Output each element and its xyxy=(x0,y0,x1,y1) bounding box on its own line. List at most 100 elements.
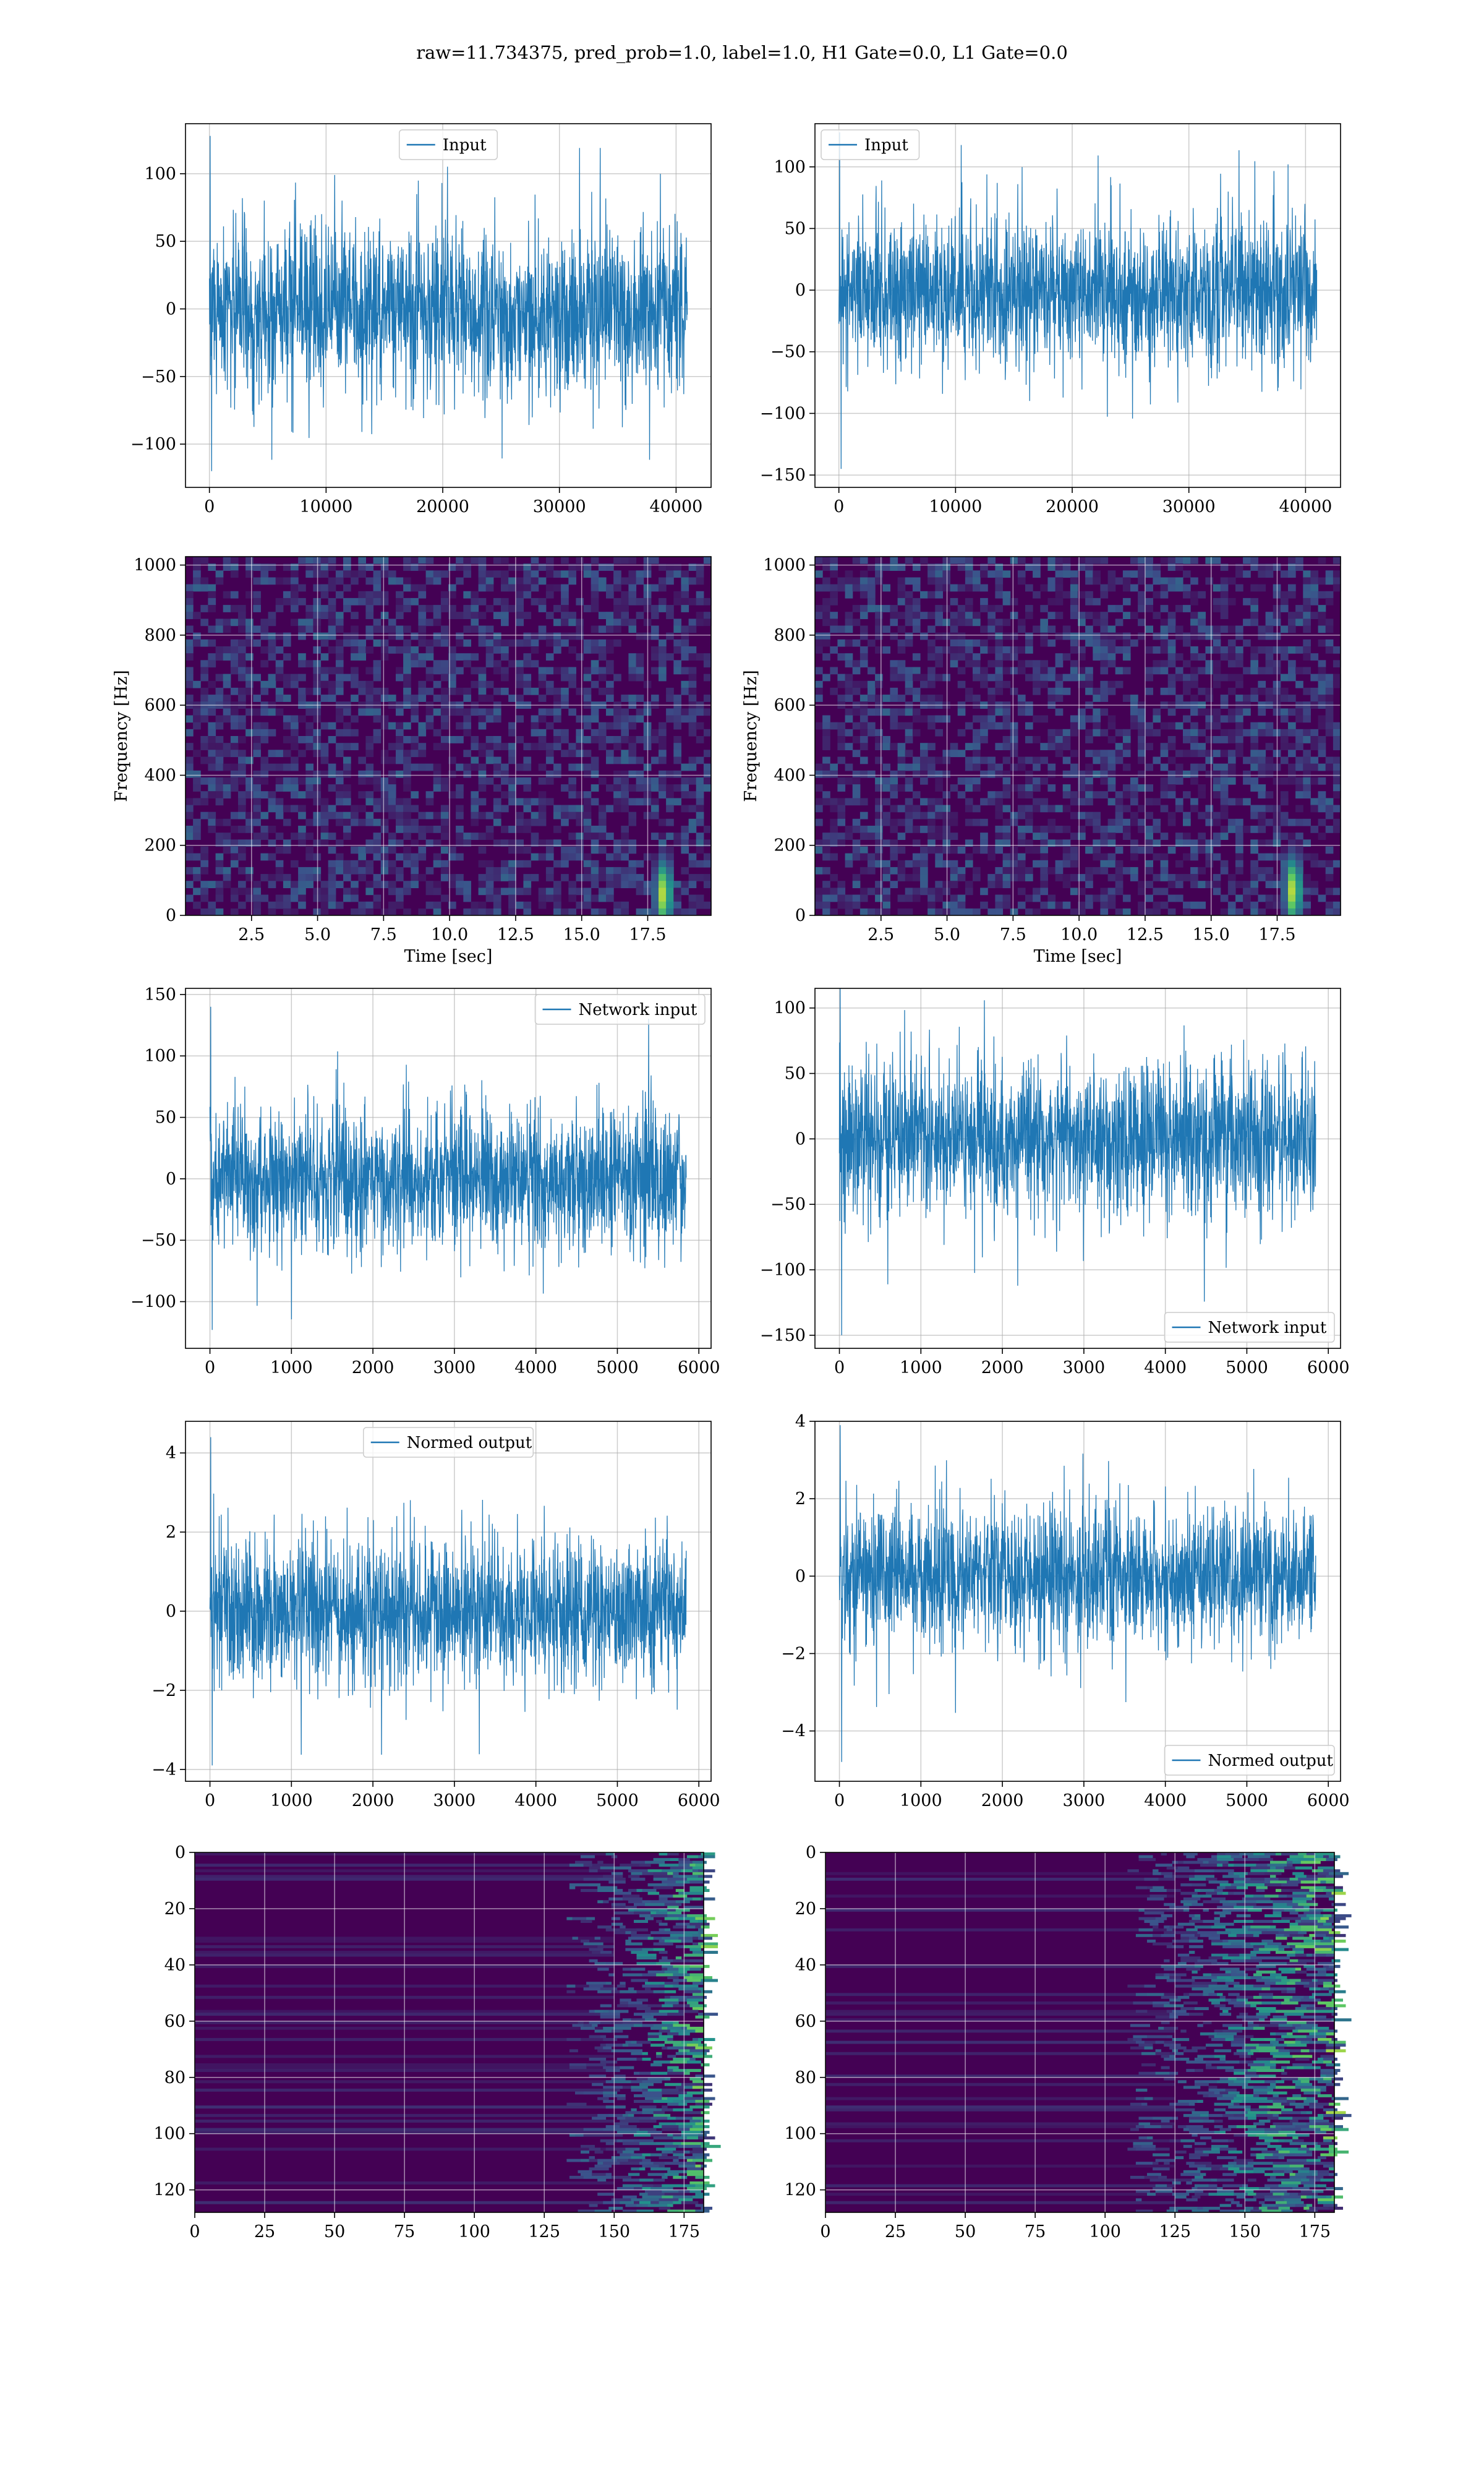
y-tick-label: 1000 xyxy=(134,556,176,575)
heatmap-cell xyxy=(1145,798,1153,806)
heatmap-cell xyxy=(1115,577,1124,585)
heatmap-cell xyxy=(1138,722,1146,730)
heatmap-cell xyxy=(815,557,823,564)
heatmap-cell xyxy=(620,2077,626,2081)
heatmap-cell xyxy=(965,563,973,571)
heatmap-cell xyxy=(1235,715,1243,723)
heatmap-cell xyxy=(837,901,846,909)
heatmap-cell xyxy=(1190,874,1198,881)
heatmap-cell xyxy=(1025,639,1033,647)
heatmap-cell xyxy=(837,674,846,682)
y-tick-label: 100 xyxy=(144,165,176,184)
heatmap-cell xyxy=(433,639,441,647)
heatmap-cell xyxy=(620,2001,629,2005)
heatmap-cell xyxy=(1160,667,1169,675)
heatmap-cell xyxy=(703,612,712,619)
heatmap-cell xyxy=(373,584,382,592)
heatmap-cell xyxy=(1258,908,1266,916)
heatmap-cell xyxy=(576,805,584,813)
heatmap-cell xyxy=(980,680,988,688)
heatmap-cell xyxy=(1325,708,1334,716)
heatmap-cell xyxy=(1130,584,1138,592)
heatmap-cell xyxy=(305,570,313,578)
heatmap-cell xyxy=(215,695,224,702)
heatmap-cell xyxy=(621,750,629,758)
heatmap-cell xyxy=(1325,867,1334,875)
heatmap-cell xyxy=(875,798,883,806)
heatmap-cell xyxy=(830,805,838,813)
heatmap-cell xyxy=(859,826,868,833)
heatmap-cell xyxy=(328,894,336,902)
heatmap-cell xyxy=(597,2178,607,2182)
heatmap-cell xyxy=(882,763,890,771)
heatmap-cell xyxy=(681,577,689,585)
heatmap-cell xyxy=(1085,625,1093,633)
heatmap-cell xyxy=(1093,557,1101,564)
heatmap-cell xyxy=(689,2004,707,2008)
heatmap-cell xyxy=(688,653,697,661)
heatmap-cell xyxy=(1033,667,1041,675)
heatmap-cell xyxy=(545,874,554,881)
heatmap-cell xyxy=(681,846,689,854)
heatmap-cell xyxy=(448,680,456,688)
heatmap-cell xyxy=(1175,653,1183,661)
heatmap-cell xyxy=(1078,722,1086,730)
heatmap-cell xyxy=(890,826,898,833)
heatmap-cell xyxy=(403,750,411,758)
heatmap-cell xyxy=(653,1872,668,1875)
heatmap-cell xyxy=(859,584,868,592)
heatmap-cell xyxy=(365,597,374,606)
heatmap-cell xyxy=(815,818,823,826)
heatmap-cell xyxy=(230,750,239,758)
heatmap-cell xyxy=(815,584,823,592)
heatmap-cell xyxy=(478,743,487,750)
heatmap-cell xyxy=(845,591,853,599)
heatmap-cell xyxy=(313,584,322,592)
heatmap-cell xyxy=(1122,818,1131,826)
heatmap-cell xyxy=(606,591,614,599)
heatmap-cell xyxy=(583,667,592,675)
heatmap-cell xyxy=(1093,853,1101,861)
heatmap-cell xyxy=(373,597,382,606)
heatmap-cell xyxy=(380,853,389,861)
heatmap-cell xyxy=(1333,577,1341,585)
heatmap-cell xyxy=(692,1933,701,1937)
heatmap-cell xyxy=(1040,826,1048,833)
heatmap-cell xyxy=(418,584,427,592)
heatmap-cell xyxy=(440,591,449,599)
heatmap-cell xyxy=(485,653,494,661)
heatmap-cell xyxy=(603,1875,623,1878)
heatmap-cell xyxy=(980,888,988,896)
heatmap-cell xyxy=(650,695,659,702)
heatmap-cell xyxy=(973,612,981,619)
heatmap-cell xyxy=(603,2038,618,2041)
heatmap-cell xyxy=(1258,818,1266,826)
heatmap-cell xyxy=(598,826,607,833)
heatmap-cell xyxy=(320,632,329,640)
heatmap-cell xyxy=(1107,605,1116,612)
heatmap-cell xyxy=(1235,695,1243,702)
y-tick-label: −2 xyxy=(151,1681,176,1700)
heatmap-cell xyxy=(583,570,592,578)
heatmap-cell xyxy=(1310,736,1319,743)
heatmap-cell xyxy=(1153,570,1161,578)
heatmap-cell xyxy=(701,2063,710,2066)
heatmap-cell xyxy=(186,591,194,599)
heatmap-cell xyxy=(591,894,599,902)
heatmap-cell xyxy=(268,612,276,619)
heatmap-cell xyxy=(673,894,681,902)
heatmap-cell xyxy=(927,695,936,702)
heatmap-cell xyxy=(1265,667,1274,675)
heatmap-cell xyxy=(291,597,299,606)
heatmap-cell xyxy=(1175,833,1183,840)
heatmap-cell xyxy=(365,881,374,888)
heatmap-cell xyxy=(912,756,921,764)
heatmap-cell xyxy=(335,901,344,909)
heatmap-cell xyxy=(581,2144,595,2148)
heatmap-cell xyxy=(186,743,194,750)
heatmap-cell xyxy=(238,763,246,771)
heatmap-cell xyxy=(1093,708,1101,716)
heatmap-cell xyxy=(358,908,366,916)
heatmap-cell xyxy=(1220,867,1229,875)
